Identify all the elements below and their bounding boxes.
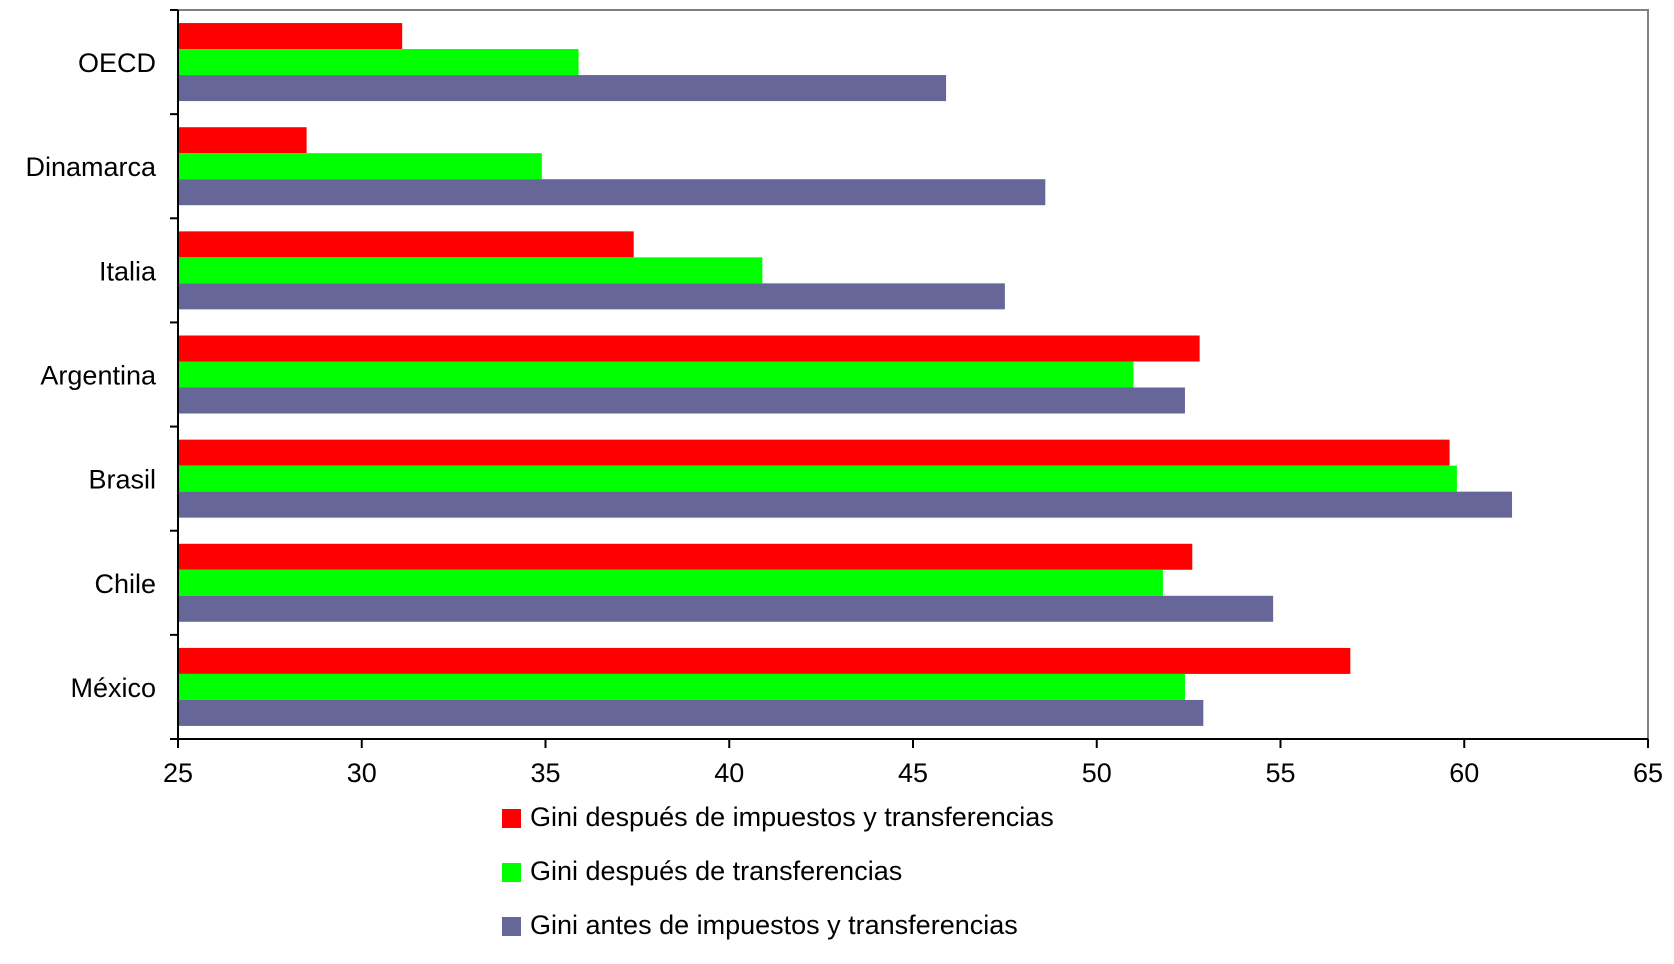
x-tick-label: 50 <box>1082 758 1112 788</box>
bar-m-xico-series-2 <box>178 673 1185 700</box>
bar-brasil-series-2 <box>178 465 1457 492</box>
x-tick-label: 40 <box>714 758 744 788</box>
bar-dinamarca-series-1 <box>178 127 307 154</box>
bar-m-xico-series-1 <box>178 647 1351 674</box>
x-tick-label: 30 <box>347 758 377 788</box>
bar-oecd-series-3 <box>178 75 947 102</box>
legend-label-series-3: Gini antes de impuestos y transferencias <box>530 910 1018 940</box>
bar-brasil-series-1 <box>178 439 1450 466</box>
y-tick-label: Italia <box>99 256 157 286</box>
y-tick-label: Brasil <box>88 465 156 495</box>
legend: Gini después de impuestos y transferenci… <box>502 802 1054 940</box>
bar-brasil-series-3 <box>178 491 1513 518</box>
legend-label-series-2: Gini después de transferencias <box>530 856 902 886</box>
bar-chile-series-2 <box>178 569 1163 596</box>
y-tick-label: México <box>70 673 156 703</box>
bar-argentina-series-1 <box>178 335 1200 362</box>
bar-chile-series-1 <box>178 543 1193 570</box>
y-tick-label: OECD <box>78 48 156 78</box>
bar-italia-series-2 <box>178 257 763 284</box>
legend-swatch-series-1 <box>502 809 521 828</box>
bar-dinamarca-series-2 <box>178 153 542 180</box>
bar-dinamarca-series-3 <box>178 179 1046 206</box>
y-tick-label: Chile <box>94 569 156 599</box>
legend-swatch-series-2 <box>502 863 521 882</box>
bar-italia-series-1 <box>178 231 634 258</box>
x-tick-label: 25 <box>163 758 193 788</box>
x-tick-label: 55 <box>1265 758 1295 788</box>
x-tick-label: 45 <box>898 758 928 788</box>
bar-chile-series-3 <box>178 595 1274 622</box>
bar-italia-series-3 <box>178 283 1005 310</box>
axes: OECD Dinamarca Italia Argentina Brasil Chile M… <box>25 9 1663 788</box>
x-tick-label: 35 <box>530 758 560 788</box>
bar-argentina-series-2 <box>178 361 1134 388</box>
legend-swatch-series-3 <box>502 917 521 936</box>
plot-area <box>177 9 1649 740</box>
legend-label-series-1: Gini después de impuestos y transferenci… <box>530 802 1054 832</box>
bar-oecd-series-2 <box>178 49 579 76</box>
bar-oecd-series-1 <box>178 23 403 50</box>
x-tick-label: 65 <box>1633 758 1663 788</box>
bar-m-xico-series-3 <box>178 699 1204 726</box>
y-tick-label: Argentina <box>40 361 157 391</box>
bar-argentina-series-3 <box>178 387 1185 414</box>
y-tick-label: Dinamarca <box>25 152 157 182</box>
x-tick-label: 60 <box>1449 758 1479 788</box>
